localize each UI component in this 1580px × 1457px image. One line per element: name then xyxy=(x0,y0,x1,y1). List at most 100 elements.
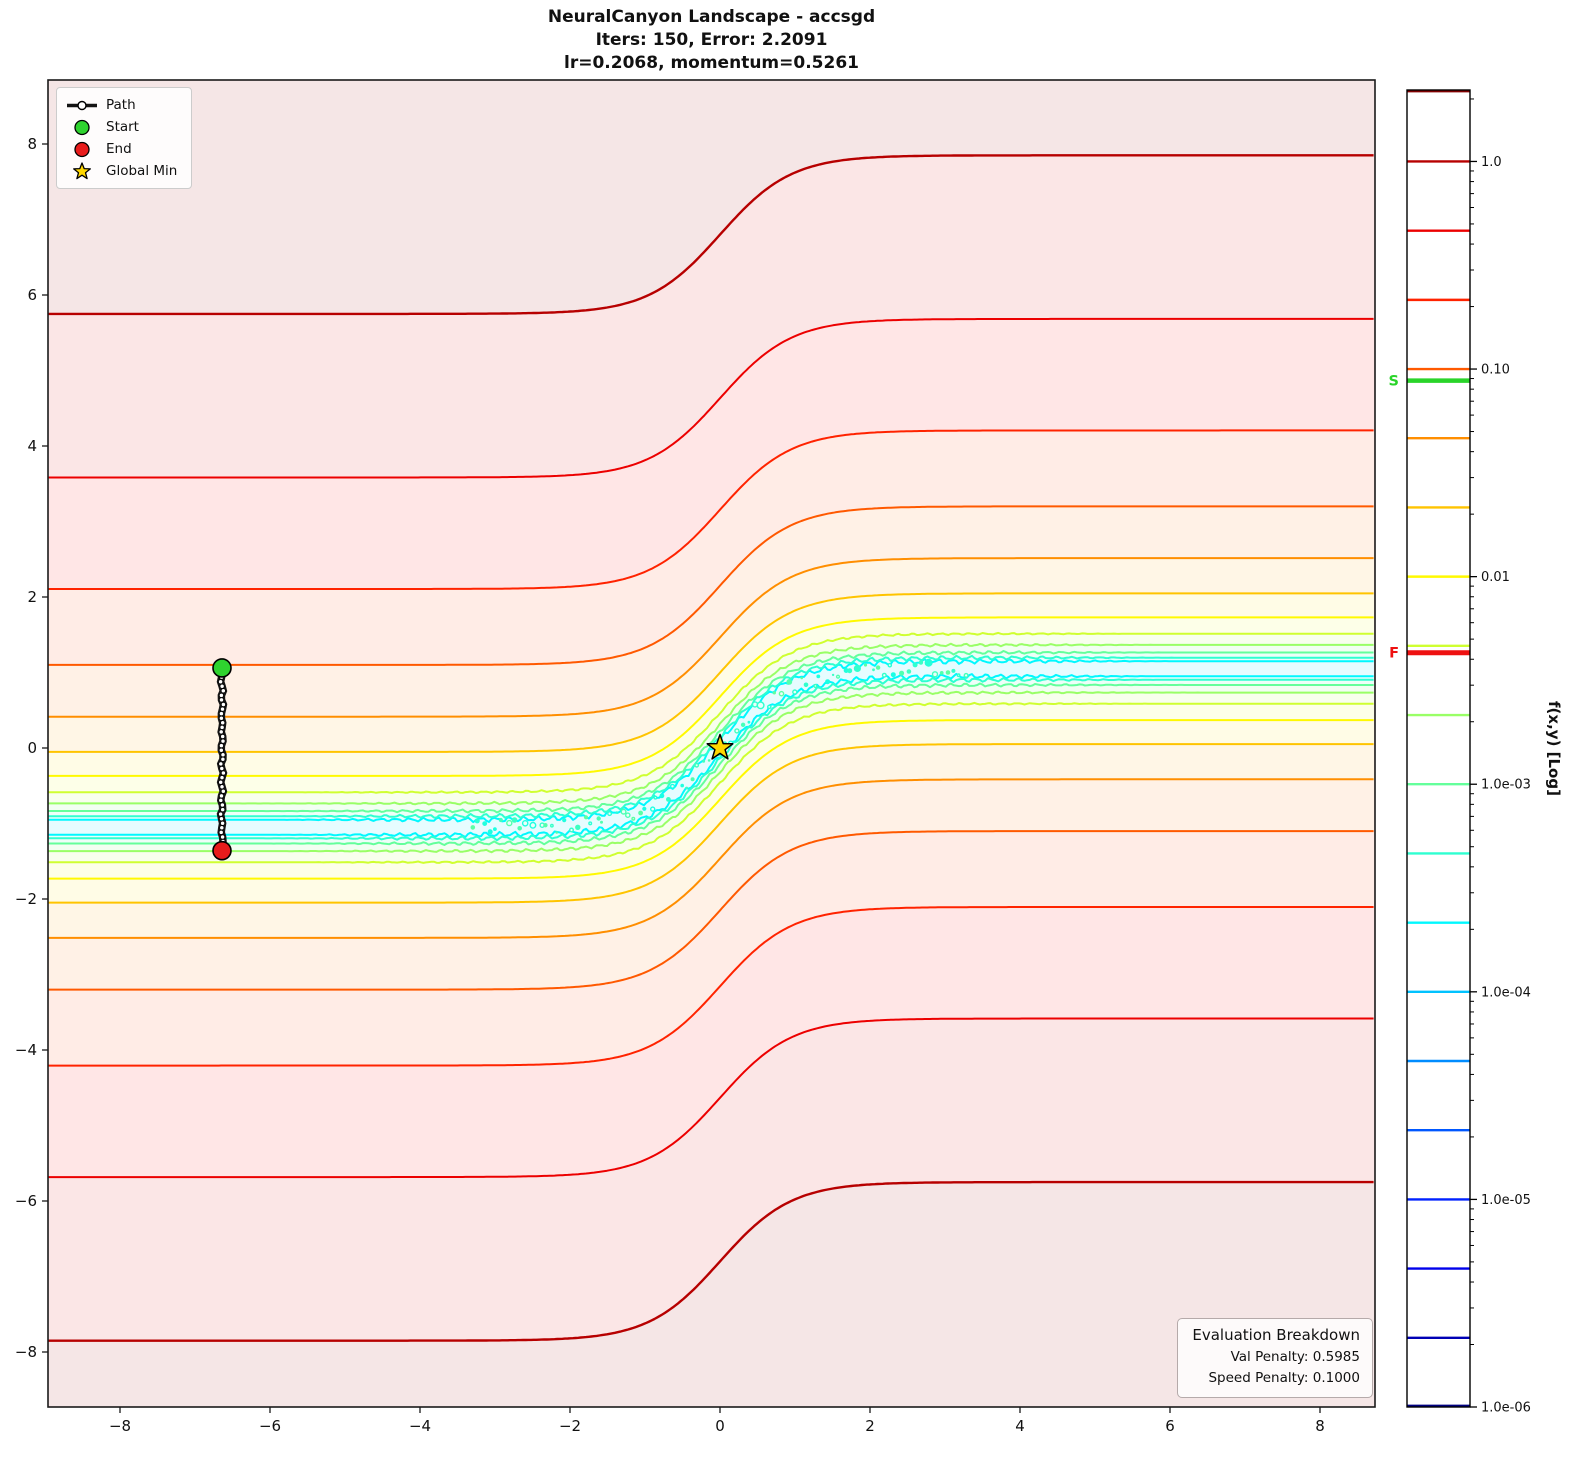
path-step-marker xyxy=(218,692,224,698)
canyon-noise-ring xyxy=(625,812,631,819)
canyon-noise-ring xyxy=(778,690,785,697)
contour-line xyxy=(48,778,1374,939)
canyon-noise-ring xyxy=(588,821,593,826)
contour-line xyxy=(48,682,1374,846)
start-marker xyxy=(212,658,232,678)
path-step-marker xyxy=(220,706,225,712)
title-line-2: Iters: 150, Error: 2.2091 xyxy=(595,30,828,50)
speed-penalty-row: Speed Penalty: 0.1000 xyxy=(1208,1370,1360,1387)
path-step-marker xyxy=(218,711,224,717)
canyon-noise-dot xyxy=(924,658,933,667)
path-step-marker xyxy=(220,738,226,744)
colorbar-tick-label: 1.0e-03 xyxy=(1481,778,1531,793)
canyon-noise-ring xyxy=(887,662,893,668)
path-step-marker xyxy=(218,743,224,749)
path-step-marker xyxy=(220,770,226,776)
path-step-marker xyxy=(218,747,224,753)
colorbar-background xyxy=(1407,90,1470,1407)
path-step-marker xyxy=(220,688,226,694)
canyon-noise-dot xyxy=(939,671,944,675)
path-step-marker xyxy=(219,802,225,808)
path-step-marker xyxy=(218,729,224,735)
canyon-noise-dot xyxy=(498,817,503,823)
contour-line xyxy=(48,701,1374,864)
y-tick-label: −6 xyxy=(15,1192,37,1210)
canyon-noise-dot xyxy=(642,806,647,811)
canyon-noise-dot xyxy=(707,759,711,762)
path-step-marker xyxy=(219,683,225,689)
canyon-noise-dot xyxy=(685,786,689,790)
plot-border xyxy=(47,79,1376,1408)
legend-item-end: End xyxy=(66,138,177,160)
global-min-star xyxy=(706,733,734,760)
contour-line xyxy=(48,592,1374,753)
canyon-noise-dot xyxy=(493,827,497,831)
path-step-marker xyxy=(220,756,226,762)
path-step-marker xyxy=(219,816,224,822)
canyon-noise-dot xyxy=(487,829,493,835)
colorbar-tick-label: 1.0e-04 xyxy=(1481,985,1531,1000)
canyon-noise-dot xyxy=(747,720,751,724)
path-step-marker xyxy=(220,820,226,826)
y-tick-label: −8 xyxy=(15,1343,37,1361)
canyon-noise-dot xyxy=(702,759,706,763)
contour-line xyxy=(48,690,1374,854)
path-step-marker xyxy=(220,788,226,794)
path-line-icon xyxy=(66,98,98,113)
legend-label-start: Start xyxy=(106,119,139,135)
colorbar-tick-label: 0.10 xyxy=(1481,363,1510,378)
path-step-marker xyxy=(218,779,224,785)
path-step-marker xyxy=(220,734,226,739)
path-step-marker xyxy=(218,829,224,835)
canyon-noise-ring xyxy=(792,689,798,695)
colorbar-tick-label: 1.0 xyxy=(1481,155,1502,170)
canyon-noise-dot xyxy=(890,672,896,678)
contour-line xyxy=(48,906,1374,1067)
canyon-noise-dot xyxy=(899,670,905,676)
contour-line xyxy=(48,1180,1374,1342)
canyon-noise-dot xyxy=(875,665,881,670)
title-line-3: lr=0.2068, momentum=0.5261 xyxy=(564,53,859,73)
canyon-noise-dot xyxy=(600,820,603,824)
contour-line xyxy=(48,830,1374,991)
canyon-noise-dot xyxy=(831,673,835,677)
path-step-marker xyxy=(218,761,224,767)
y-tick-label: 8 xyxy=(27,135,37,153)
y-tick-label: 0 xyxy=(27,739,37,757)
contour-line xyxy=(48,557,1374,718)
canyon-noise-ring xyxy=(620,808,627,815)
contour-line xyxy=(48,631,1374,794)
canyon-noise-ring xyxy=(694,762,700,768)
contour-line xyxy=(48,642,1374,806)
canyon-noise-dot xyxy=(543,823,548,828)
canyon-noise-dot xyxy=(666,797,671,802)
colorbar-start-marker-label: S xyxy=(1389,374,1399,390)
canyon-noise-dot xyxy=(912,662,918,668)
colorbar-border xyxy=(1406,89,1471,1408)
path-step-marker xyxy=(219,825,225,831)
canyon-noise-ring xyxy=(521,820,529,827)
canyon-noise-ring xyxy=(756,701,765,710)
path-step-marker xyxy=(219,793,224,799)
x-tick-label: −6 xyxy=(259,1417,281,1435)
canyon-noise-dot xyxy=(816,674,821,679)
path-step-marker xyxy=(220,752,226,758)
canyon-noise-ring xyxy=(956,673,961,678)
canyon-noise-dot xyxy=(690,777,695,782)
y-tick-label: −4 xyxy=(15,1041,37,1059)
colorbar-tick-label: 0.01 xyxy=(1481,570,1510,585)
y-tick-label: 2 xyxy=(27,588,37,606)
path-step-marker xyxy=(219,724,225,730)
end-marker-icon xyxy=(66,141,98,158)
x-tick-label: 2 xyxy=(865,1417,875,1435)
canyon-noise-dot xyxy=(474,818,480,824)
title-line-1: NeuralCanyon Landscape - accsgd xyxy=(547,7,876,27)
val-penalty-row: Val Penalty: 0.5985 xyxy=(1230,1349,1360,1366)
canyon-noise-dot xyxy=(853,664,862,673)
contour-line xyxy=(48,677,1374,842)
canyon-noise-dot xyxy=(863,663,868,667)
canyon-noise-dot xyxy=(680,783,684,788)
canyon-noise-dot xyxy=(918,660,924,665)
